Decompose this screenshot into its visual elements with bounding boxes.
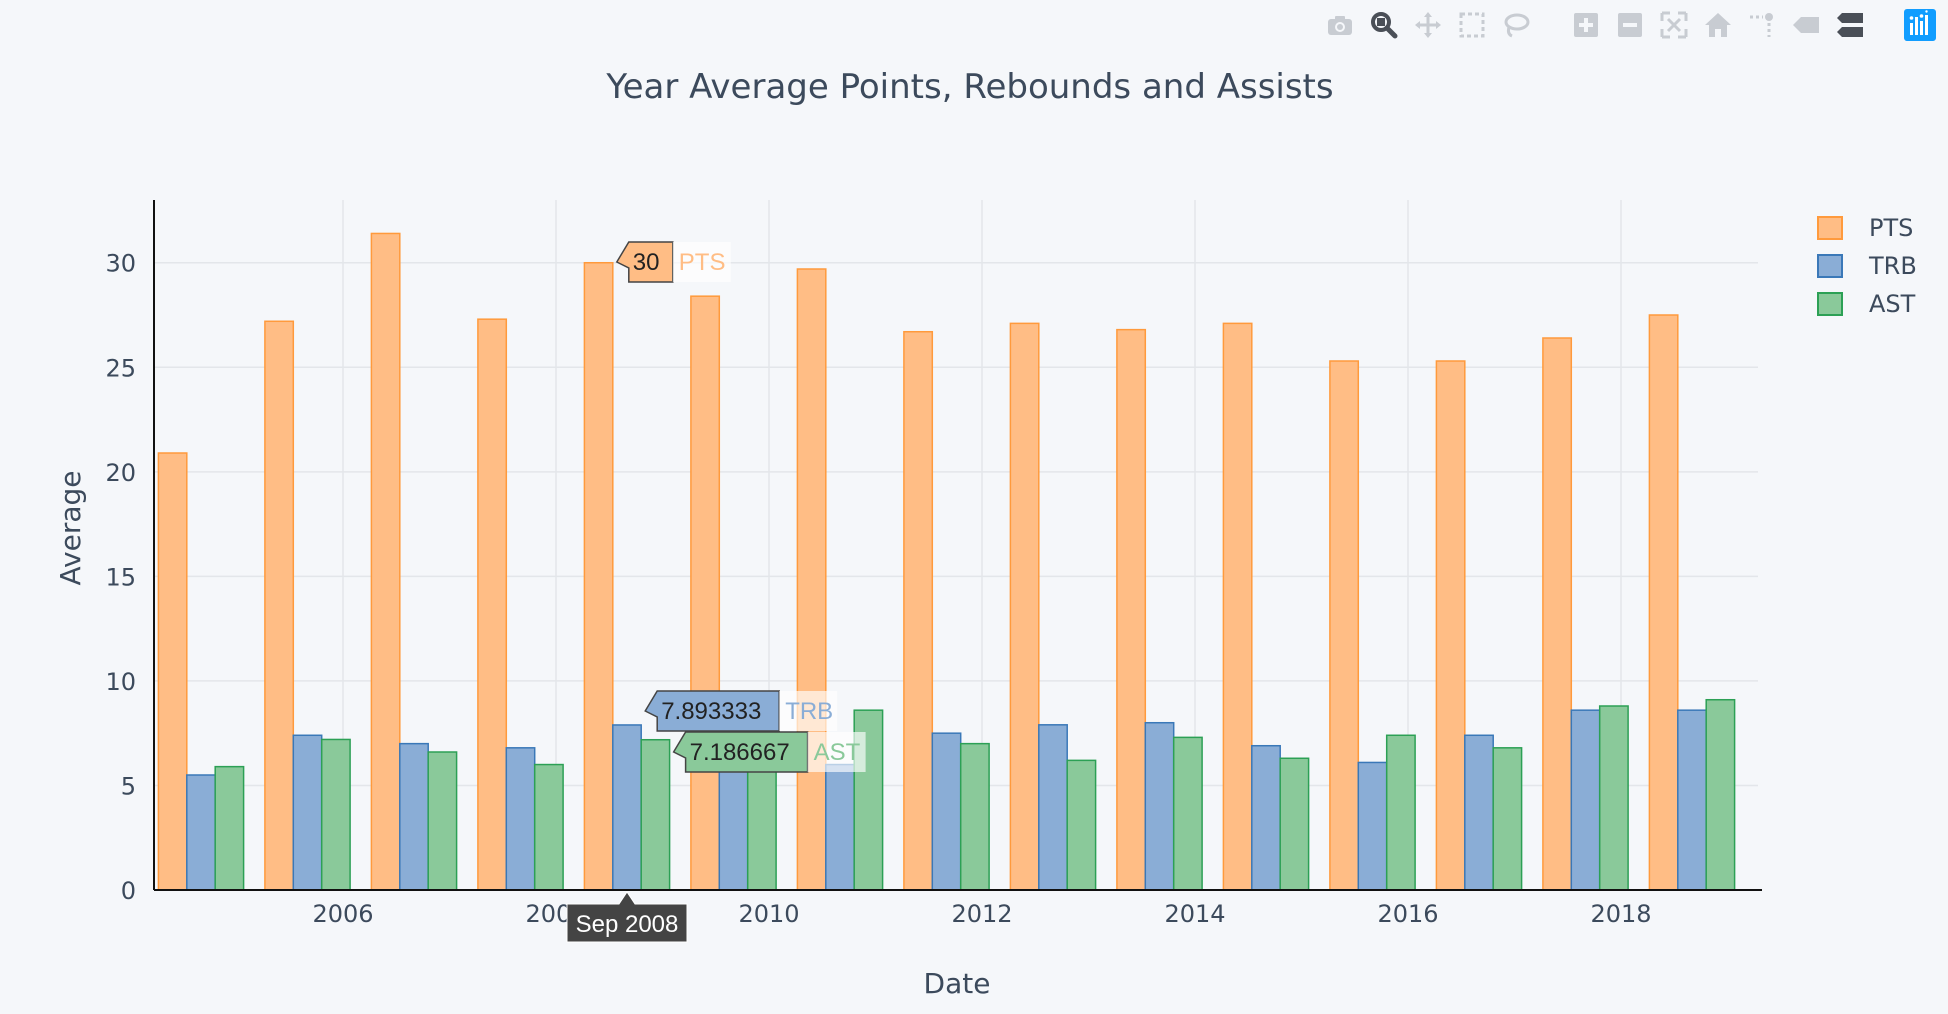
x-tick-label: 2012 — [951, 900, 1012, 928]
bar-pts[interactable] — [1329, 360, 1360, 891]
bar-trb[interactable] — [825, 763, 855, 891]
plotly-logo-icon[interactable] — [1898, 6, 1942, 44]
bar-ast[interactable] — [427, 751, 458, 891]
bar-pts[interactable] — [264, 320, 295, 891]
bar-ast[interactable] — [1172, 736, 1203, 891]
legend-label: AST — [1869, 290, 1916, 318]
legend-item-trb[interactable]: TRB — [1817, 252, 1917, 280]
zoom-icon[interactable] — [1362, 6, 1406, 44]
y-axis-title: Average — [54, 471, 87, 586]
bar-ast[interactable] — [1705, 698, 1736, 891]
modebar — [1318, 6, 1942, 44]
hover-tooltips: Sep 2008 30 PTS 7.893333 TRB 7.186667 AST — [566, 241, 866, 943]
bar-ast[interactable] — [746, 755, 777, 891]
bar-trb[interactable] — [292, 734, 323, 891]
legend-swatch — [1817, 292, 1843, 316]
bar-ast[interactable] — [1492, 747, 1523, 891]
hover-series-name: TRB — [785, 698, 833, 725]
bar-pts[interactable] — [1222, 322, 1253, 891]
bar-trb[interactable] — [505, 747, 536, 891]
x-tick-label: 2016 — [1377, 900, 1438, 928]
bar-ast[interactable] — [1598, 705, 1629, 891]
bar-trb[interactable] — [399, 742, 429, 891]
zoom-in-icon[interactable] — [1564, 6, 1608, 44]
hover-value: 7.893333 — [661, 698, 761, 725]
hover-series-name: AST — [814, 739, 861, 766]
hover-tooltip-ast: 7.186667 AST — [672, 731, 866, 773]
bar-pts[interactable] — [1648, 314, 1679, 891]
hover-x-label-text: Sep 2008 — [576, 911, 679, 938]
bar-ast[interactable] — [640, 738, 671, 891]
bar-pts[interactable] — [1542, 337, 1573, 891]
home-icon[interactable] — [1696, 6, 1740, 44]
x-tick-label: 2014 — [1164, 900, 1225, 928]
legend-item-pts[interactable]: PTS — [1817, 214, 1913, 242]
bar-ast[interactable] — [1279, 757, 1310, 891]
bar-pts[interactable] — [370, 232, 401, 891]
hover-x-label: Sep 2008 — [566, 891, 688, 943]
hover-closest-icon[interactable] — [1784, 6, 1828, 44]
bar-trb[interactable] — [931, 732, 962, 891]
legend-swatch — [1817, 254, 1843, 278]
bar-trb[interactable] — [1357, 761, 1388, 891]
y-tick-label: 15 — [105, 563, 136, 591]
bar-trb[interactable] — [1038, 724, 1068, 891]
bar-pts[interactable] — [157, 452, 188, 891]
bar-trb[interactable] — [1464, 734, 1494, 891]
bar-pts[interactable] — [1009, 322, 1040, 891]
legend-label: PTS — [1869, 214, 1913, 242]
lasso-icon[interactable] — [1494, 6, 1538, 44]
hover-value: 7.186667 — [690, 739, 790, 766]
hover-tooltip-pts: 30 PTS — [615, 241, 731, 283]
hover-series-name: PTS — [679, 249, 726, 276]
y-tick-label: 20 — [105, 459, 136, 487]
autoscale-icon[interactable] — [1652, 6, 1696, 44]
bar-ast[interactable] — [1066, 759, 1097, 891]
hover-compare-icon[interactable] — [1828, 6, 1872, 44]
y-tick-label: 0 — [121, 877, 136, 905]
legend-swatch — [1817, 216, 1843, 240]
bar-ast[interactable] — [959, 742, 990, 891]
x-tick-label: 2018 — [1590, 900, 1651, 928]
bar-trb[interactable] — [1570, 709, 1601, 891]
bar-pts[interactable] — [796, 268, 827, 891]
x-tick-label: 2010 — [738, 900, 799, 928]
bar-trb[interactable] — [1144, 721, 1175, 891]
bar-pts[interactable] — [1116, 328, 1147, 891]
x-axis-title: Date — [924, 967, 991, 1000]
chart-title: Year Average Points, Rebounds and Assist… — [605, 67, 1333, 107]
bar-trb[interactable] — [1251, 744, 1281, 891]
bar-pts[interactable] — [903, 330, 934, 891]
y-tick-label: 5 — [121, 772, 136, 800]
y-tick-label: 30 — [105, 250, 136, 278]
bar-pts[interactable] — [690, 295, 721, 891]
bar-pts[interactable] — [583, 261, 614, 891]
x-tick-label: 2006 — [312, 900, 373, 928]
zoom-out-icon[interactable] — [1608, 6, 1652, 44]
bar-ast[interactable] — [214, 765, 245, 891]
bars-layer[interactable] — [157, 232, 1736, 891]
box-select-icon[interactable] — [1450, 6, 1494, 44]
bar-pts[interactable] — [477, 318, 508, 891]
legend-item-ast[interactable]: AST — [1817, 290, 1916, 318]
bar-trb[interactable] — [186, 774, 216, 891]
legend-label: TRB — [1868, 252, 1917, 280]
camera-icon[interactable] — [1318, 6, 1362, 44]
bar-pts[interactable] — [1435, 360, 1466, 891]
bar-trb[interactable] — [1677, 709, 1707, 891]
bar-trb[interactable] — [718, 753, 749, 891]
pan-icon[interactable] — [1406, 6, 1450, 44]
y-tick-label: 10 — [105, 668, 136, 696]
bar-trb[interactable] — [612, 724, 642, 891]
hover-value: 30 — [633, 249, 660, 276]
legend[interactable]: PTS TRB AST — [1817, 214, 1917, 318]
bar-ast[interactable] — [320, 738, 351, 891]
hover-tooltip-trb: 7.893333 TRB — [644, 690, 838, 732]
bar-ast[interactable] — [1385, 734, 1416, 891]
y-tick-label: 25 — [105, 354, 136, 382]
bar-ast[interactable] — [533, 763, 564, 891]
spike-lines-icon[interactable] — [1740, 6, 1784, 44]
